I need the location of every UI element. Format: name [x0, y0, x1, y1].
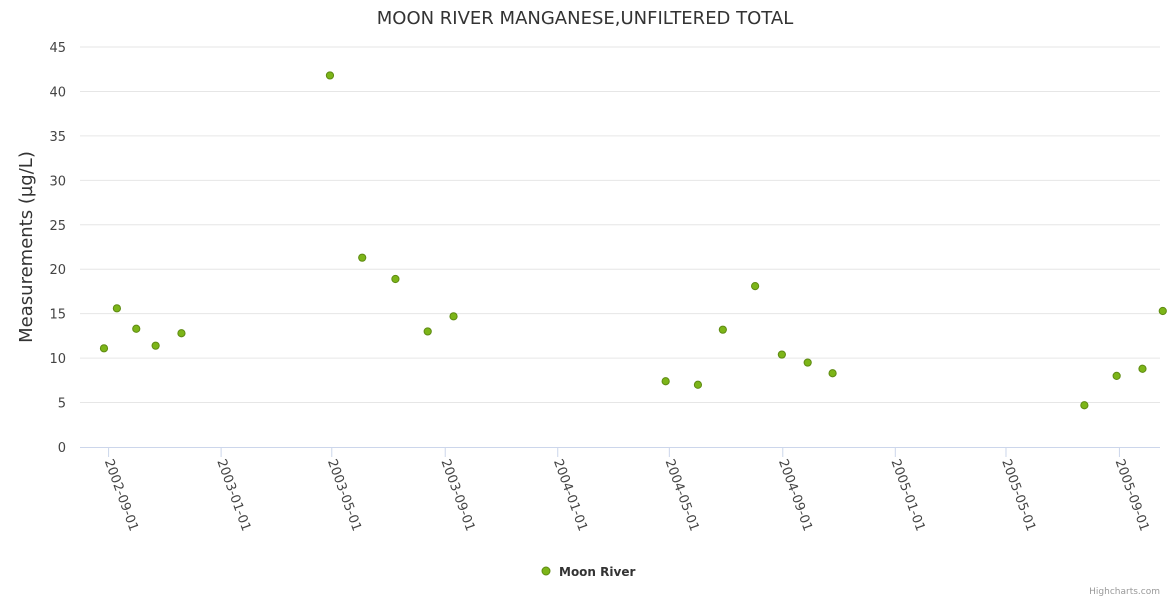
x-tick-label: 2004-09-01 [775, 457, 815, 533]
legend[interactable]: Moon River [541, 565, 635, 579]
y-tick-label: 10 [49, 352, 66, 367]
x-tick-label: 2004-05-01 [662, 457, 702, 533]
x-tick-label: 2003-09-01 [437, 457, 477, 533]
y-tick-label: 15 [49, 308, 66, 323]
x-axis: 2002-09-01 2003-01-01 2003-05-01 2003-09-01… [80, 447, 1160, 533]
data-point[interactable] [751, 282, 760, 291]
data-point[interactable] [1158, 306, 1167, 316]
data-point[interactable] [828, 369, 837, 378]
legend-item-moon-river[interactable]: Moon River [559, 565, 635, 579]
y-tick-label: 30 [49, 174, 66, 189]
grid [80, 46, 1160, 404]
data-point[interactable] [693, 380, 703, 389]
data-point[interactable] [132, 324, 141, 333]
data-series-moon-river [99, 71, 1167, 410]
chart-title: MOON RIVER MANGANESE,UNFILTERED TOTAL [377, 8, 794, 29]
data-point[interactable] [325, 71, 335, 80]
x-tick-label: 2002-09-01 [101, 457, 141, 533]
data-point[interactable] [449, 312, 458, 321]
x-tick-label: 2005-09-01 [1112, 457, 1152, 533]
legend-marker[interactable] [541, 566, 551, 576]
data-point[interactable] [177, 329, 186, 338]
data-point[interactable] [423, 327, 432, 336]
y-tick-label: 20 [49, 263, 66, 278]
x-tick-label: 2003-01-01 [213, 457, 253, 533]
y-tick-label: 35 [49, 130, 66, 145]
credit-link[interactable]: Highcharts.com [1089, 587, 1160, 597]
data-point[interactable] [1080, 401, 1089, 410]
data-point[interactable] [1138, 364, 1147, 373]
data-point[interactable] [391, 274, 400, 284]
data-point[interactable] [661, 377, 670, 386]
y-tick-label: 40 [49, 85, 66, 100]
data-point[interactable] [99, 344, 109, 353]
data-point[interactable] [151, 341, 160, 350]
y-tick-label: 45 [49, 41, 66, 56]
y-axis: 0 5 10 15 20 25 30 35 40 45 [49, 41, 66, 456]
x-tick-label: 2003-05-01 [324, 457, 364, 533]
x-tick-label: 2005-01-01 [888, 457, 928, 533]
x-tick-label: 2004-01-01 [550, 457, 590, 533]
data-point[interactable] [803, 358, 812, 367]
data-point[interactable] [777, 350, 786, 359]
data-point[interactable] [112, 304, 121, 313]
data-point[interactable] [718, 325, 727, 334]
y-tick-label: 0 [58, 441, 66, 456]
data-point[interactable] [358, 253, 367, 262]
y-tick-label: 25 [49, 219, 66, 234]
data-point[interactable] [1112, 371, 1121, 380]
y-tick-label: 5 [58, 397, 66, 412]
x-tick-label: 2005-05-01 [998, 457, 1038, 533]
y-axis-label: Measurements (µg/L) [16, 151, 37, 343]
